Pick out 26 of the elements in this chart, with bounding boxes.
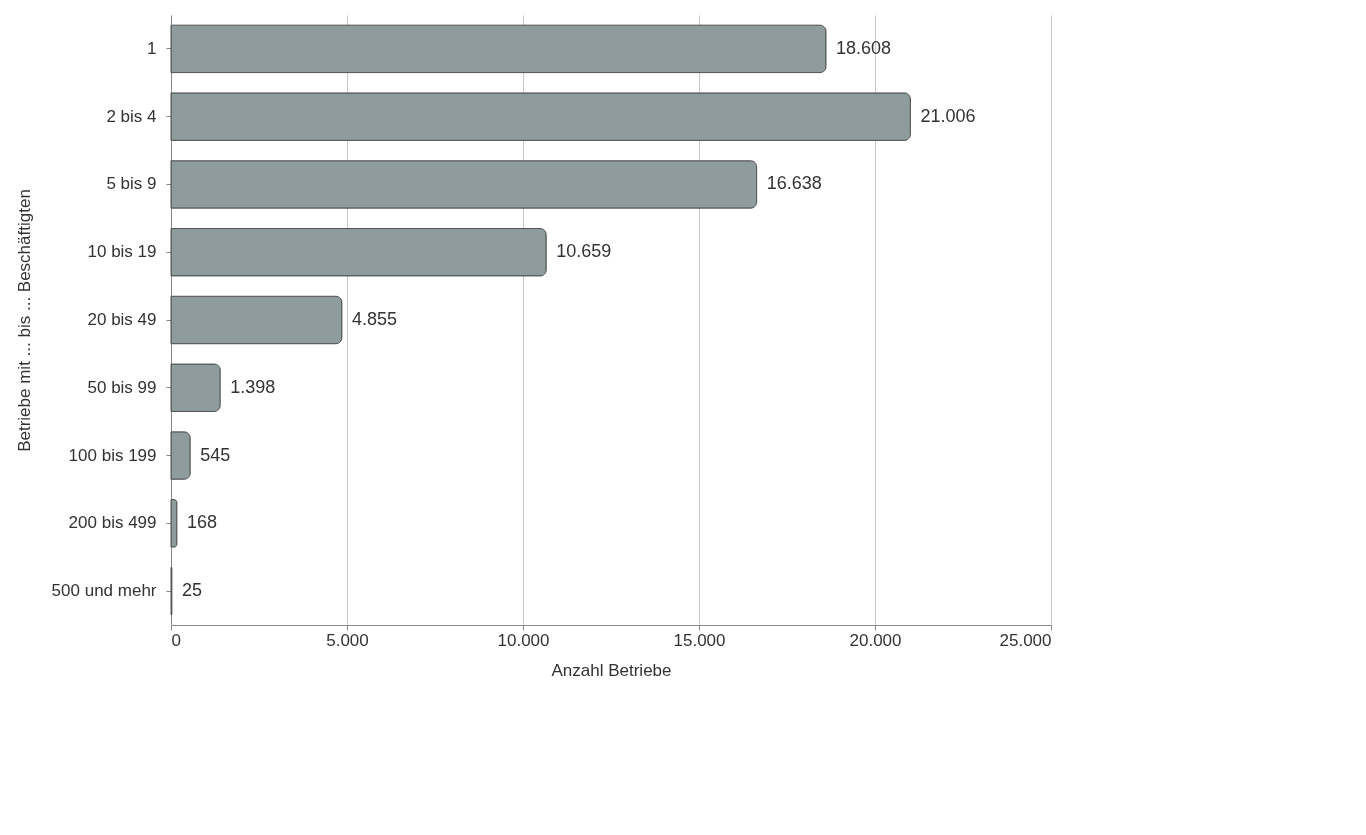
y-axis-title: Betriebe mit ... bis ... Beschäftigten — [14, 189, 34, 452]
x-tick-label: 15.000 — [673, 630, 726, 650]
x-tick-label: 0 — [171, 630, 181, 650]
data-label: 18.608 — [836, 37, 892, 58]
x-axis-title: Anzahl Betriebe — [551, 660, 672, 680]
data-label: 168 — [186, 512, 217, 533]
y-tick-label: 10 bis 19 — [87, 242, 157, 262]
data-label: 21.006 — [920, 105, 976, 126]
y-tick-label: 500 und mehr — [51, 581, 157, 601]
data-label: 1.398 — [230, 376, 276, 397]
x-tick-label: 5.000 — [326, 630, 369, 650]
data-label: 10.659 — [556, 241, 612, 262]
y-tick-label: 2 bis 4 — [106, 106, 157, 126]
y-tick-label: 1 — [147, 38, 157, 58]
x-tick-label: 25.000 — [999, 630, 1052, 650]
data-label: 25 — [181, 580, 202, 601]
data-label: 545 — [200, 444, 231, 465]
y-tick-label: 20 bis 49 — [87, 310, 157, 329]
y-tick-label: 100 bis 199 — [68, 445, 157, 465]
x-tick-label: 10.000 — [497, 630, 550, 650]
y-tick-label: 200 bis 499 — [68, 513, 157, 533]
y-tick-label: 50 bis 99 — [87, 377, 157, 397]
x-tick-label: 20.000 — [849, 630, 902, 650]
data-label: 4.855 — [351, 309, 397, 329]
data-label: 16.638 — [766, 173, 822, 194]
y-tick-label: 5 bis 9 — [106, 174, 157, 194]
